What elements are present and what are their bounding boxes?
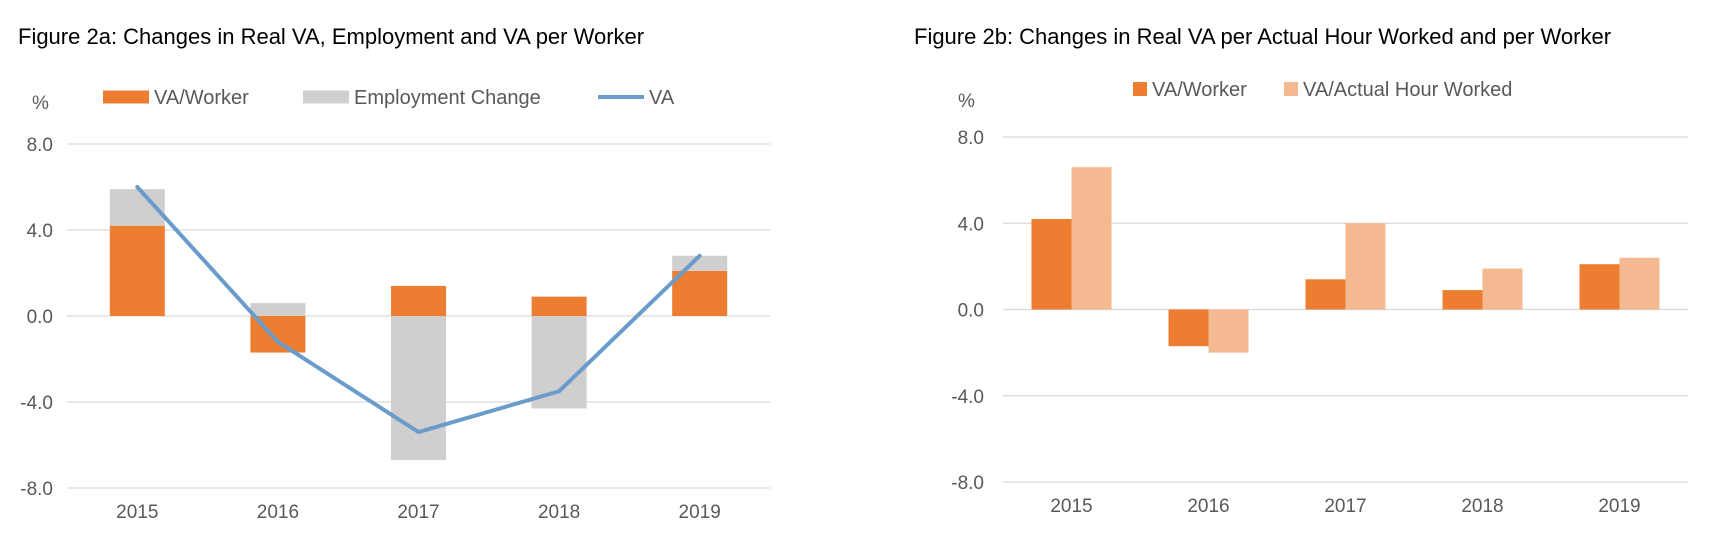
y-axis-unit: % [32, 93, 49, 114]
y-tick-label: -8.0 [951, 473, 984, 494]
chart-2a-plot: 8.0 4.0 0.0 -4.0 -8.0% 2015 2016 2017 2018 2019 VA… [20, 87, 770, 523]
legend-item: VA/Actual Hour Worked [1284, 79, 1512, 101]
bar-employment-change [391, 316, 446, 461]
legend-swatch [1284, 82, 1298, 96]
x-tick-label: 2019 [1598, 496, 1640, 517]
x-tick-label: 2017 [397, 502, 439, 523]
bar-va-worker [1579, 264, 1620, 310]
x-tick-label: 2018 [538, 502, 580, 523]
y-tick-label: 8.0 [27, 135, 53, 156]
y-tick-label: -8.0 [20, 479, 53, 500]
x-tick-label: 2015 [1050, 496, 1092, 517]
y-axis-unit: % [958, 91, 975, 112]
x-tick-label: 2017 [1324, 496, 1366, 517]
bar-va-actual-hour-worked [1619, 257, 1660, 310]
legend-label: VA/Worker [154, 87, 249, 109]
bar-employment-change [250, 303, 306, 316]
y-tick-label: 0.0 [27, 307, 53, 328]
chart-title: Figure 2a: Changes in Real VA, Employmen… [18, 24, 645, 49]
legend-item: Employment Change [303, 87, 541, 109]
bar-va-actual-hour-worked [1482, 268, 1523, 310]
y-tick-label: -4.0 [20, 393, 53, 414]
bar-va-worker [391, 285, 446, 316]
y-tick-label: -4.0 [951, 387, 984, 408]
bar-employment-change [531, 316, 587, 409]
legend-label: VA/Worker [1152, 79, 1247, 101]
legend-label: VA [649, 87, 675, 109]
x-tick-label: 2016 [257, 502, 299, 523]
y-tick-label: 4.0 [958, 214, 984, 235]
legend-swatch [303, 90, 349, 104]
bar-va-worker [1442, 290, 1483, 310]
legend-swatch [1133, 82, 1147, 96]
y-tick-label: 0.0 [958, 301, 984, 322]
bar-va-worker [531, 296, 587, 316]
bar-va-actual-hour-worked [1345, 223, 1386, 310]
chart-title: Figure 2b: Changes in Real VA per Actual… [914, 24, 1612, 49]
legend-swatch [103, 90, 149, 104]
x-tick-label: 2016 [1187, 496, 1229, 517]
bar-va-worker [672, 270, 728, 316]
x-tick-label: 2015 [116, 502, 158, 523]
legend-label: VA/Actual Hour Worked [1303, 79, 1512, 101]
chart-2a: Figure 2a: Changes in Real VA, Employmen… [0, 0, 800, 549]
x-tick-label: 2019 [679, 502, 721, 523]
y-tick-label: 4.0 [27, 221, 53, 242]
bar-va-worker [1168, 309, 1209, 347]
bar-va-actual-hour-worked [1071, 167, 1112, 310]
legend-item: VA/Worker [103, 87, 249, 109]
bar-va-worker [1031, 218, 1072, 310]
y-tick-label: 8.0 [958, 128, 984, 149]
legend-item: VA [598, 87, 675, 109]
legend-item: VA/Worker [1133, 79, 1247, 101]
legend-label: Employment Change [354, 87, 541, 109]
bar-va-worker [109, 225, 165, 316]
x-tick-label: 2018 [1461, 496, 1503, 517]
bar-va-worker [1305, 279, 1346, 310]
bar-va-actual-hour-worked [1208, 309, 1249, 353]
chart-2b: Figure 2b: Changes in Real VA per Actual… [900, 0, 1732, 549]
chart-2b-plot: 8.0 4.0 0.0 -4.0 -8.0% 2015 2016 2017 2018 2019 VA… [951, 79, 1688, 517]
